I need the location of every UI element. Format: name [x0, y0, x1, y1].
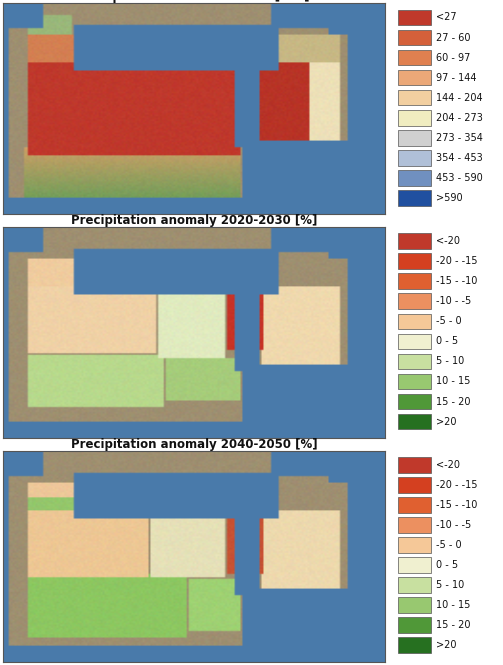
Text: <-20: <-20 — [437, 236, 460, 246]
Text: 60 - 97: 60 - 97 — [437, 53, 471, 63]
Text: <-20: <-20 — [437, 460, 460, 469]
Bar — [398, 537, 431, 553]
Text: -5 - 0: -5 - 0 — [437, 317, 462, 327]
Bar — [398, 10, 431, 25]
Text: 27 - 60: 27 - 60 — [437, 33, 471, 43]
Bar — [398, 457, 431, 473]
Text: 15 - 20: 15 - 20 — [437, 620, 471, 630]
Bar — [398, 597, 431, 613]
Text: -20 - -15: -20 - -15 — [437, 256, 478, 266]
Bar — [398, 70, 431, 85]
Text: -10 - -5: -10 - -5 — [437, 297, 472, 307]
Bar — [398, 517, 431, 533]
Text: -15 - -10: -15 - -10 — [437, 276, 478, 286]
Text: 10 - 15: 10 - 15 — [437, 376, 471, 386]
Bar — [398, 190, 431, 205]
Bar — [398, 557, 431, 573]
Bar — [398, 150, 431, 166]
Text: 97 - 144: 97 - 144 — [437, 72, 477, 82]
Bar — [398, 30, 431, 45]
Bar — [398, 50, 431, 65]
Text: 273 - 354: 273 - 354 — [437, 133, 483, 143]
Bar — [398, 170, 431, 186]
Text: 144 - 204: 144 - 204 — [437, 92, 483, 102]
Text: 0 - 5: 0 - 5 — [437, 336, 459, 346]
Text: -10 - -5: -10 - -5 — [437, 520, 472, 530]
Bar — [398, 110, 431, 126]
Bar — [398, 293, 431, 309]
Bar — [398, 617, 431, 633]
Bar — [398, 497, 431, 513]
Text: >590: >590 — [437, 193, 463, 203]
Bar — [398, 354, 431, 369]
Text: 354 - 453: 354 - 453 — [437, 153, 483, 163]
Text: 453 - 590: 453 - 590 — [437, 173, 483, 183]
Bar — [398, 638, 431, 653]
Text: >20: >20 — [437, 640, 457, 650]
Bar — [398, 394, 431, 410]
Text: -5 - 0: -5 - 0 — [437, 540, 462, 550]
Bar — [398, 313, 431, 329]
Title: Precipitation current climate [mm]: Precipitation current climate [mm] — [78, 0, 309, 3]
Text: 10 - 15: 10 - 15 — [437, 600, 471, 610]
Bar — [398, 233, 431, 249]
Title: Precipitation anomaly 2020-2030 [%]: Precipitation anomaly 2020-2030 [%] — [71, 214, 317, 227]
Bar — [398, 477, 431, 493]
Text: -20 - -15: -20 - -15 — [437, 480, 478, 490]
Bar — [398, 90, 431, 106]
Text: 204 - 273: 204 - 273 — [437, 112, 483, 123]
Bar — [398, 253, 431, 269]
Text: 5 - 10: 5 - 10 — [437, 580, 465, 590]
Text: -15 - -10: -15 - -10 — [437, 500, 478, 510]
Bar — [398, 414, 431, 430]
Bar — [398, 334, 431, 349]
Text: >20: >20 — [437, 416, 457, 426]
Title: Precipitation anomaly 2040-2050 [%]: Precipitation anomaly 2040-2050 [%] — [70, 438, 317, 451]
Bar — [398, 130, 431, 146]
Bar — [398, 577, 431, 593]
Text: 5 - 10: 5 - 10 — [437, 356, 465, 366]
Bar — [398, 374, 431, 389]
Bar — [398, 273, 431, 289]
Text: 0 - 5: 0 - 5 — [437, 560, 459, 570]
Text: <27: <27 — [437, 13, 457, 23]
Text: 15 - 20: 15 - 20 — [437, 396, 471, 406]
